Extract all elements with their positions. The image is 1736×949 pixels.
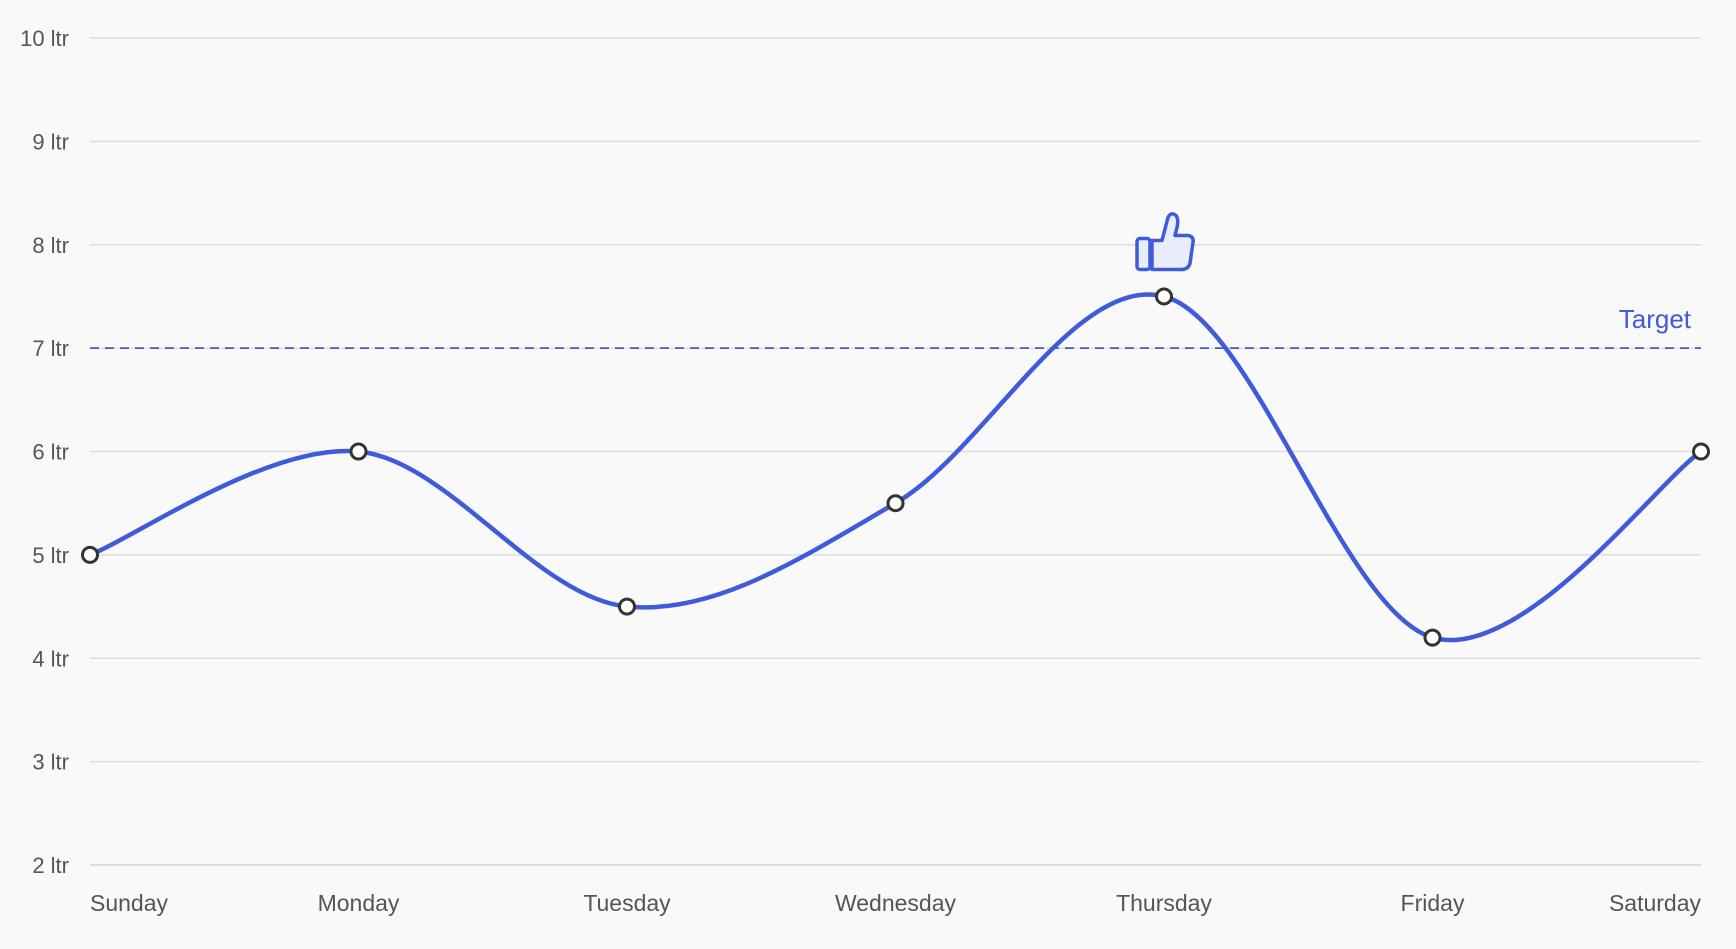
data-point[interactable] (1692, 442, 1710, 461)
data-point-markers (81, 287, 1710, 647)
y-tick-label: 7 ltr (32, 336, 69, 361)
y-tick-label: 4 ltr (32, 646, 69, 671)
thumbs-up-hand (1150, 212, 1195, 272)
grid-lines (90, 37, 1701, 866)
series-group (87, 292, 1704, 643)
thumbs-up-icon (1135, 212, 1195, 272)
data-point[interactable] (618, 597, 636, 616)
target-label: Target (1619, 304, 1692, 334)
thumbs-up-cuff (1135, 236, 1152, 272)
annotations (1135, 212, 1195, 272)
series-line (87, 292, 1704, 643)
y-tick-label: 8 ltr (32, 233, 69, 258)
data-point[interactable] (349, 442, 368, 461)
target-line-group: Target (90, 304, 1701, 350)
y-tick-label: 3 ltr (32, 750, 69, 775)
data-point[interactable] (886, 494, 905, 513)
x-axis-tick-labels: Sunday Monday Tuesday Wednesday Thursday Frid… (90, 890, 1701, 916)
x-tick-label: Friday (1401, 890, 1465, 916)
y-tick-label: 6 ltr (32, 440, 69, 465)
x-tick-label: Tuesday (583, 890, 671, 916)
x-tick-label: Wednesday (835, 890, 957, 916)
y-tick-label: 9 ltr (32, 129, 69, 154)
y-axis-tick-labels: 2 ltr 3 ltr 4 ltr 5 ltr 6 ltr 7 ltr 8 ltr 9 ltr… (20, 26, 69, 878)
x-tick-label: Monday (318, 890, 400, 916)
y-tick-label: 5 ltr (32, 543, 69, 568)
x-tick-label: Sunday (90, 890, 169, 916)
y-tick-label: 10 ltr (20, 26, 69, 51)
data-point[interactable] (81, 545, 99, 564)
data-point[interactable] (1155, 287, 1173, 306)
x-tick-label: Thursday (1116, 890, 1212, 916)
x-tick-label: Saturday (1609, 890, 1702, 916)
y-tick-label: 2 ltr (32, 853, 69, 878)
data-point[interactable] (1423, 628, 1442, 647)
